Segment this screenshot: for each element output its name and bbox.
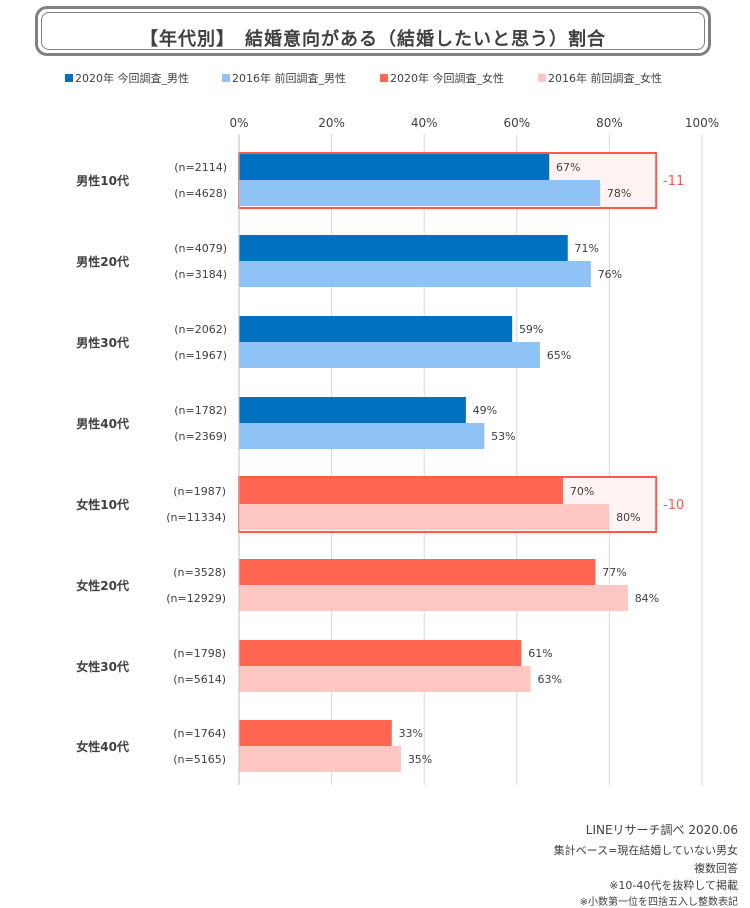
sample-size-label: (n=2062): [174, 323, 227, 336]
sample-size-label: (n=1782): [174, 404, 227, 417]
bar: [239, 720, 392, 746]
bar: [239, 559, 596, 585]
rounding-note: ※小数第一位を四捨五入し整数表記: [579, 897, 738, 908]
base-note: 集計ベース=現在結婚していない男女: [553, 844, 738, 857]
change-label: -11: [663, 174, 684, 189]
multiple-answer-note: 複数回答: [694, 862, 738, 875]
data-label: 65%: [547, 349, 571, 362]
bar: [239, 478, 564, 504]
data-label: 35%: [408, 753, 432, 766]
category-label: 男性40代: [76, 416, 129, 431]
category-label: 男性20代: [76, 254, 129, 269]
sample-size-label: (n=3528): [173, 566, 226, 579]
data-label: 71%: [575, 242, 599, 255]
x-tick-label: 60%: [503, 116, 530, 130]
sample-size-label: (n=1798): [173, 647, 226, 660]
category-label: 女性40代: [76, 739, 129, 754]
change-label: -10: [663, 498, 684, 513]
chart-title: 【年代別】 結婚意向がある（結婚したいと思う）割合: [140, 29, 606, 50]
data-label: 33%: [399, 727, 423, 740]
bar: [239, 746, 402, 772]
data-label: 49%: [473, 404, 497, 417]
bar: [239, 666, 531, 692]
bar: [239, 342, 540, 368]
bar: [239, 154, 550, 180]
bar: [239, 397, 466, 423]
category-label: 男性10代: [76, 173, 129, 188]
sample-size-label: (n=11334): [166, 511, 226, 524]
legend-label: 2016年 前回調査_女性: [548, 71, 662, 85]
title-box-inner-border: [41, 12, 705, 50]
sample-size-label: (n=4628): [174, 187, 227, 200]
x-tick-label: 80%: [596, 116, 623, 130]
sample-size-label: (n=2369): [174, 430, 227, 443]
bar: [239, 585, 628, 611]
data-label: 77%: [602, 566, 626, 579]
sample-size-label: (n=2114): [174, 161, 227, 174]
sample-size-label: (n=5614): [173, 673, 226, 686]
bar: [239, 504, 610, 530]
data-label: 59%: [519, 323, 543, 336]
x-tick-label: 20%: [318, 116, 345, 130]
sample-size-label: (n=5165): [173, 753, 226, 766]
bar: [239, 423, 485, 449]
title-box: 【年代別】 結婚意向がある（結婚したいと思う）割合: [35, 6, 711, 56]
bar: [239, 235, 568, 261]
legend-label: 2016年 前回調査_男性: [232, 71, 346, 85]
bar-chart: 2020年 今回調査_男性 2016年 前回調査_男性 2020年 今回調査_女性 2…: [65, 71, 719, 785]
category-label: 男性30代: [76, 335, 129, 350]
data-label: 76%: [598, 268, 622, 281]
data-label: 80%: [616, 511, 640, 524]
data-label: 67%: [556, 161, 580, 174]
legend-label: 2020年 今回調査_男性: [75, 71, 189, 85]
category-label: 女性10代: [76, 497, 129, 512]
bar: [239, 261, 591, 287]
source-note: LINEリサーチ調べ 2020.06: [585, 823, 738, 837]
legend-label: 2020年 今回調査_女性: [390, 71, 504, 85]
legend-swatch: [65, 74, 73, 82]
x-tick-label: 0%: [229, 116, 248, 130]
excerpt-note: ※10-40代を抜粋して掲載: [609, 879, 738, 892]
legend-swatch: [222, 74, 230, 82]
category-label: 女性20代: [76, 578, 129, 593]
sample-size-label: (n=1764): [173, 727, 226, 740]
data-label: 84%: [635, 592, 659, 605]
data-label: 78%: [607, 187, 631, 200]
sample-size-label: (n=4079): [174, 242, 227, 255]
legend-swatch: [538, 74, 546, 82]
data-label: 63%: [537, 673, 561, 686]
sample-size-label: (n=3184): [174, 268, 227, 281]
legend-swatch: [380, 74, 388, 82]
sample-size-label: (n=1967): [174, 349, 227, 362]
bar: [239, 316, 513, 342]
sample-size-label: (n=12929): [166, 592, 226, 605]
sample-size-label: (n=1987): [173, 485, 226, 498]
data-label: 70%: [570, 485, 594, 498]
data-label: 53%: [491, 430, 515, 443]
data-label: 61%: [528, 647, 552, 660]
bar: [239, 640, 522, 666]
x-tick-label: 100%: [685, 116, 719, 130]
bar: [239, 180, 601, 206]
x-tick-label: 40%: [411, 116, 438, 130]
category-label: 女性30代: [76, 659, 129, 674]
